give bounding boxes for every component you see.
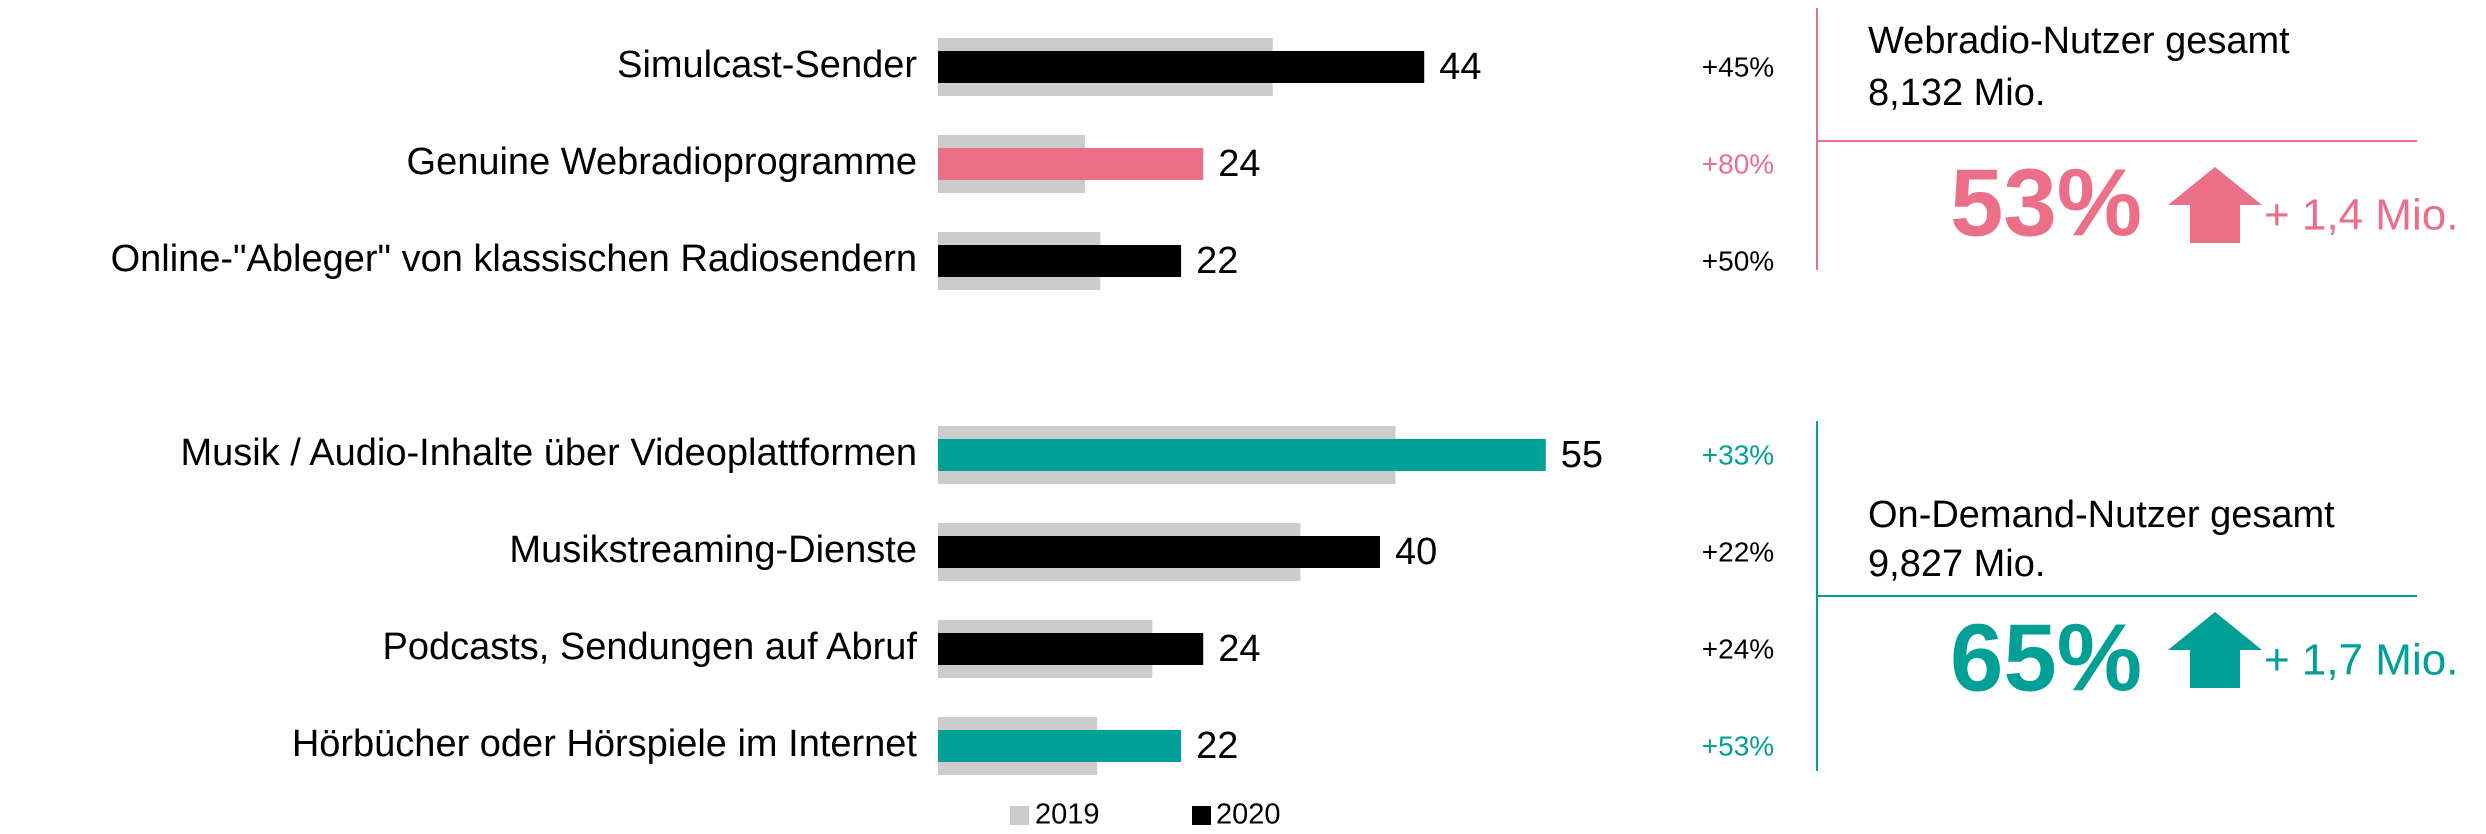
change-label: +80% bbox=[1702, 148, 1774, 179]
category-label: Musikstreaming-Dienste bbox=[509, 529, 917, 571]
value-label: 44 bbox=[1439, 46, 1481, 88]
bar-2020 bbox=[938, 245, 1182, 277]
category-label: Simulcast-Sender bbox=[617, 44, 917, 86]
bar-2020 bbox=[938, 633, 1204, 665]
bar-2020 bbox=[938, 730, 1182, 762]
panel-share: 53% bbox=[1950, 149, 2142, 256]
bar-2020 bbox=[938, 536, 1380, 568]
panel-growth: + 1,7 Mio. bbox=[2264, 636, 2458, 685]
arrow-up bbox=[2168, 612, 2262, 688]
category-label: Online-"Ableger" von klassischen Radiose… bbox=[111, 238, 917, 280]
category-label: Genuine Webradioprogramme bbox=[407, 141, 917, 183]
change-label: +50% bbox=[1702, 245, 1774, 276]
panel-title: On-Demand-Nutzer gesamt bbox=[1868, 494, 2335, 536]
panel-share: 65% bbox=[1950, 604, 2142, 711]
category-label: Podcasts, Sendungen auf Abruf bbox=[382, 626, 917, 668]
value-label: 40 bbox=[1395, 531, 1437, 573]
value-label: 22 bbox=[1196, 725, 1238, 767]
value-label: 24 bbox=[1218, 143, 1260, 185]
bar-2020 bbox=[938, 51, 1425, 83]
panel-subtitle: 9,827 Mio. bbox=[1868, 543, 2045, 585]
bar-2020 bbox=[938, 439, 1546, 471]
bar-2020 bbox=[938, 148, 1204, 180]
change-label: +22% bbox=[1702, 536, 1774, 567]
panel-subtitle: 8,132 Mio. bbox=[1868, 72, 2045, 114]
arrow-up bbox=[2168, 167, 2262, 243]
panel-growth: + 1,4 Mio. bbox=[2264, 191, 2458, 240]
value-label: 22 bbox=[1196, 240, 1238, 282]
change-label: +33% bbox=[1702, 439, 1774, 470]
legend-label: 2020 bbox=[1216, 799, 1281, 831]
legend-swatch bbox=[1192, 806, 1211, 825]
value-label: 55 bbox=[1561, 434, 1603, 476]
legend-label: 2019 bbox=[1035, 799, 1100, 831]
legend-swatch bbox=[1010, 806, 1029, 825]
change-label: +53% bbox=[1702, 730, 1774, 761]
category-label: Hörbücher oder Hörspiele im Internet bbox=[292, 723, 918, 765]
value-label: 24 bbox=[1218, 628, 1260, 670]
category-label: Musik / Audio-Inhalte über Videoplattfor… bbox=[180, 432, 917, 474]
panel-title: Webradio-Nutzer gesamt bbox=[1868, 20, 2290, 62]
change-label: +45% bbox=[1702, 51, 1774, 82]
change-label: +24% bbox=[1702, 633, 1774, 664]
